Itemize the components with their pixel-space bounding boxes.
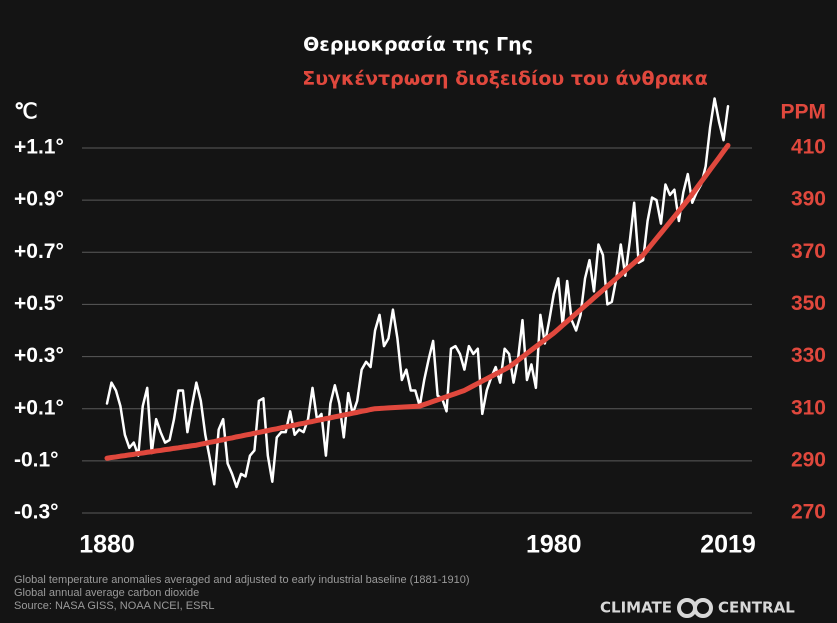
logo-circle [693,598,713,618]
logo-text: CENTRAL [718,599,795,617]
y2-tick-label: 310 [791,396,826,419]
y-tick-label: +0.7° [14,240,64,263]
y-tick-label: +0.9° [14,188,64,211]
x-tick-label: 2019 [700,531,756,559]
note: Global annual average carbon dioxide [14,587,199,599]
y-axis-label: ℃ [14,101,38,124]
y2-tick-label: 410 [791,136,826,159]
logo-text: CLIMATE [600,599,672,617]
y2-tick-label: 390 [791,188,826,211]
y2-tick-label: 290 [791,448,826,471]
series-subtitle: Συγκέντρωση διοξειδίου του άνθρακα [302,68,708,90]
note: Global temperature anomalies averaged an… [14,574,470,586]
y-tick-label: +0.1° [14,396,64,419]
series-line [104,142,731,461]
x-tick-label: 1980 [526,531,582,559]
y2-tick-label: 370 [791,240,826,263]
y-tick-label: +0.3° [14,344,64,367]
note: Source: NASA GISS, NOAA NCEI, ESRL [14,600,215,612]
y-tick-label: -0.3° [14,501,59,524]
y-tick-label: +1.1° [14,136,64,159]
x-tick-label: 1880 [79,531,135,559]
y2-tick-label: 350 [791,292,826,315]
y-tick-label: +0.5° [14,292,64,315]
y-tick-label: -0.1° [14,448,59,471]
y2-tick-label: 270 [791,501,826,524]
y2-axis-label: PPM [780,101,826,124]
y2-tick-label: 330 [791,344,826,367]
logo-icon [677,598,713,618]
series-title: Θερμοκρασία της Γης [303,34,533,56]
